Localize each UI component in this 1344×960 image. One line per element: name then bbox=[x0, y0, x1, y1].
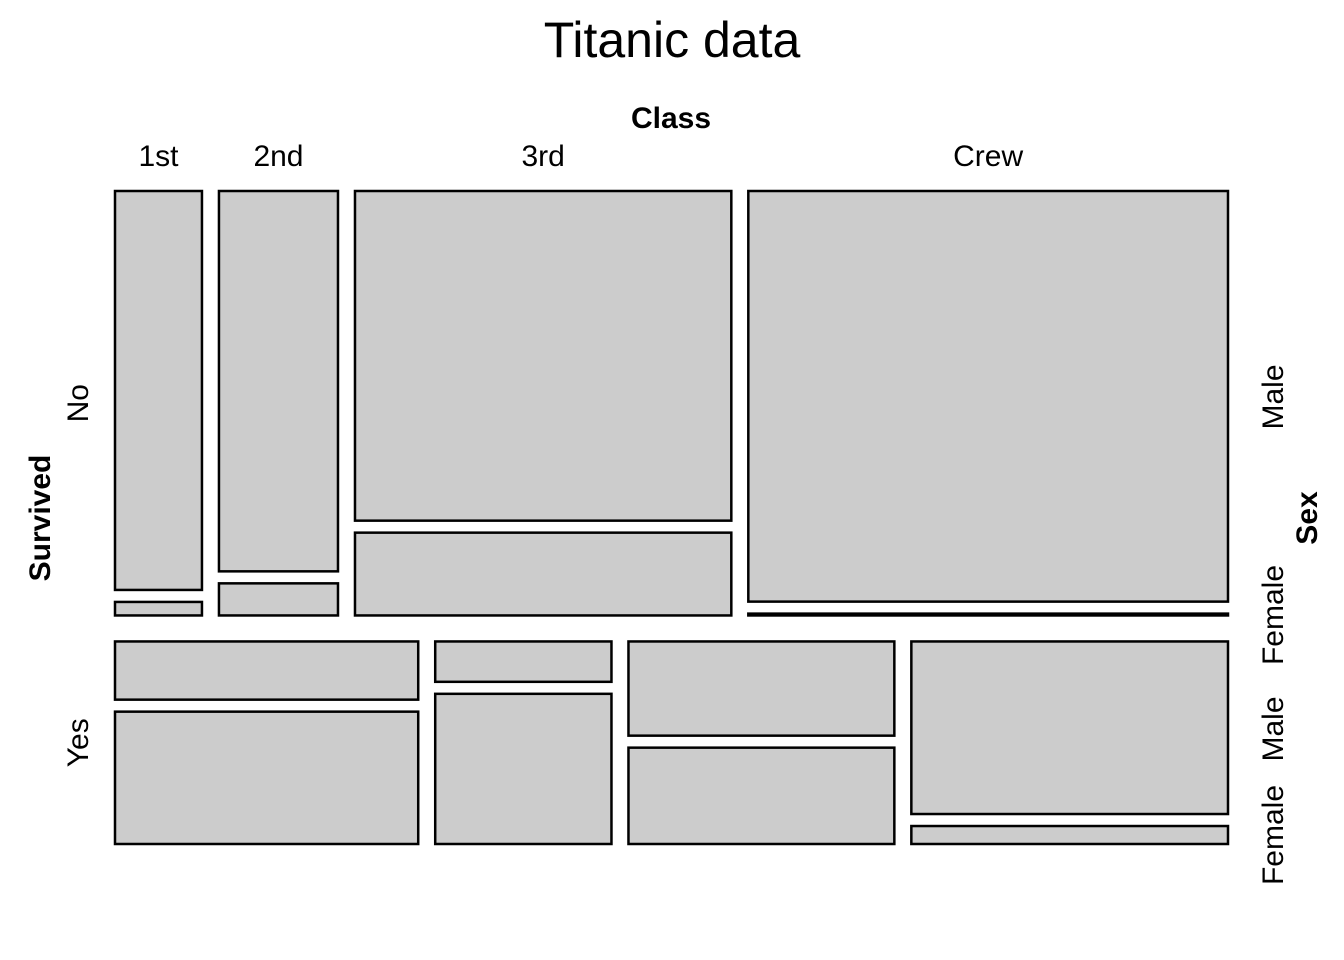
tile-no-crew-male bbox=[747, 189, 1230, 603]
split-tick-no-female: Female bbox=[1257, 565, 1290, 665]
tile-yes-3rd-female bbox=[627, 746, 896, 846]
x-tick-1st: 1st bbox=[138, 140, 179, 173]
tile-no-1st-male bbox=[113, 189, 204, 592]
tile-no-3rd-male bbox=[353, 189, 733, 522]
mosaic-tiles bbox=[113, 189, 1230, 846]
tile-yes-1st-female bbox=[113, 710, 420, 846]
tile-no-2nd-male bbox=[217, 189, 340, 573]
x-tick-2nd: 2nd bbox=[253, 140, 303, 173]
tile-no-2nd-female bbox=[217, 582, 340, 617]
split-tick-yes-male: Male bbox=[1257, 696, 1290, 761]
tile-no-crew-female bbox=[747, 612, 1230, 617]
x-tick-crew: Crew bbox=[953, 140, 1023, 173]
chart-title: Titanic data bbox=[544, 12, 801, 68]
split-tick-no-male: Male bbox=[1257, 364, 1290, 429]
y-tick-yes: Yes bbox=[62, 718, 95, 767]
tile-yes-2nd-male bbox=[433, 640, 613, 684]
y-tick-no: No bbox=[62, 384, 95, 422]
split-axis-title: Sex bbox=[1291, 491, 1324, 545]
tile-yes-1st-male bbox=[113, 640, 420, 701]
tile-no-3rd-female bbox=[353, 531, 733, 617]
split-tick-yes-female-2: Female bbox=[1257, 785, 1290, 885]
tile-yes-3rd-male bbox=[627, 640, 896, 737]
tile-yes-2nd-female bbox=[433, 692, 613, 846]
x-axis-title: Class bbox=[631, 102, 711, 135]
tile-no-1st-female bbox=[113, 600, 204, 617]
y-axis-title: Survived bbox=[24, 455, 57, 582]
tile-yes-crew-female bbox=[910, 824, 1230, 846]
x-tick-3rd: 3rd bbox=[521, 140, 564, 173]
tile-yes-crew-male bbox=[910, 640, 1230, 816]
mosaic-labels: 1st 2nd 3rd Crew No Yes Male Female Male Female bbox=[62, 140, 1290, 885]
